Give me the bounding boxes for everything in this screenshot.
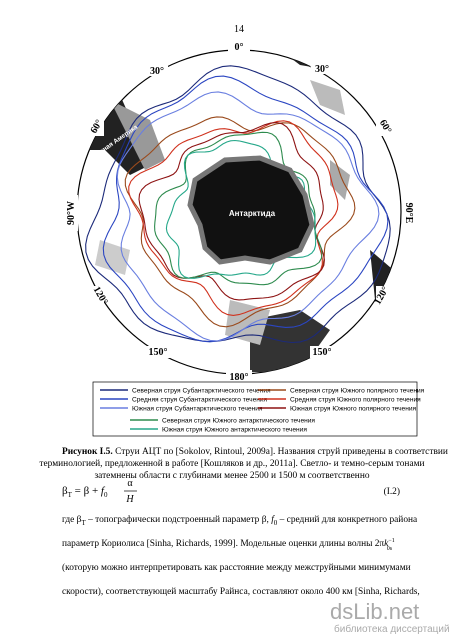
legend-label: Северная струя Субантарктического течени… bbox=[132, 386, 271, 394]
t: – топографически подстроенный параметр β… bbox=[86, 514, 271, 525]
degree-label: 30° bbox=[315, 64, 329, 75]
eq-part: T bbox=[68, 491, 73, 499]
t: f bbox=[271, 514, 275, 525]
caption-label: Рисунок I.5. bbox=[62, 447, 113, 457]
degree-label: 30° bbox=[150, 66, 164, 77]
legend-label: Северная струя Южного полярного течения bbox=[290, 387, 425, 394]
caption-line: терминологией, предложенной в работе [Ко… bbox=[39, 458, 424, 469]
t: 0s bbox=[387, 546, 393, 552]
eq-part: = β + bbox=[72, 485, 101, 497]
legend-label: Средняя струя Субантарктического течения bbox=[132, 395, 268, 403]
caption-line: Рисунок I.5. Струи АЦТ по [Sokolov, Rint… bbox=[62, 446, 450, 457]
legend-label: Северная струя Южного антарктического те… bbox=[162, 417, 315, 424]
body-line: где βT – топографически подстроенный пар… bbox=[62, 514, 418, 527]
map: Антарктида Африка Южная Америка 0° 30° 3… bbox=[64, 40, 416, 383]
legend-box bbox=[92, 381, 418, 437]
body-line: параметр Кориолиса [Sinha, Richards, 199… bbox=[62, 538, 395, 552]
page-number: 14 bbox=[234, 24, 244, 35]
jet-contour bbox=[138, 122, 325, 301]
legend: Северная струя Субантарктического течени… bbox=[100, 386, 425, 433]
watermark-site: dsLib.net bbox=[330, 599, 419, 624]
jet-contour bbox=[102, 75, 389, 343]
body-line: скорости), соответствующей масштабу Райн… bbox=[62, 586, 420, 597]
t: −1 bbox=[388, 538, 394, 544]
body-line: (которую можно интерпретировать как расс… bbox=[62, 562, 411, 573]
legend-label: Средняя струя Южного полярного течения bbox=[290, 396, 421, 403]
jet-contour bbox=[154, 131, 323, 286]
eq-num: α bbox=[127, 478, 133, 489]
eq-den: H bbox=[125, 494, 134, 505]
degree-label: 90°E bbox=[403, 203, 414, 224]
t: k bbox=[384, 539, 389, 549]
t: – средний для конкретного района bbox=[277, 514, 418, 525]
jet-contour bbox=[128, 120, 339, 316]
degree-label: 0° bbox=[235, 42, 244, 53]
jet-contour bbox=[116, 91, 380, 342]
t: 0 bbox=[274, 519, 278, 527]
t: параметр Кориолиса [Sinha, Richards, 199… bbox=[62, 539, 384, 549]
degree-boxes bbox=[64, 40, 416, 382]
degree-label: 150° bbox=[149, 347, 168, 358]
degree-label: 90°W bbox=[66, 201, 77, 225]
degree-label: 150° bbox=[313, 347, 332, 358]
eq-part: 0 bbox=[104, 491, 108, 499]
watermark-subtitle: библиотека диссертаций bbox=[334, 623, 450, 635]
equation-number: (I.2) bbox=[384, 486, 400, 497]
legend-label: Южная струя Южного антарктического течен… bbox=[162, 426, 307, 433]
legend-label: Южная струя Южного полярного течения bbox=[290, 405, 417, 412]
antarctica-label: Антарктида bbox=[229, 209, 276, 218]
caption-text: Струи АЦТ по [Sokolov, Rintoul, 2009a]. … bbox=[113, 446, 450, 457]
antarctica bbox=[187, 155, 315, 265]
equation: βT = β + f0 bbox=[62, 485, 108, 499]
eq-part: β bbox=[62, 485, 68, 497]
t: T bbox=[81, 519, 86, 527]
t: где β bbox=[62, 515, 82, 525]
degree-label: 180° bbox=[230, 372, 249, 383]
caption-line: затемнены области с глубинами менее 2500… bbox=[94, 470, 369, 481]
eq-part: f bbox=[101, 485, 106, 497]
legend-label: Южная струя Субантарктического течения bbox=[132, 404, 263, 412]
jet-contour bbox=[85, 65, 391, 344]
